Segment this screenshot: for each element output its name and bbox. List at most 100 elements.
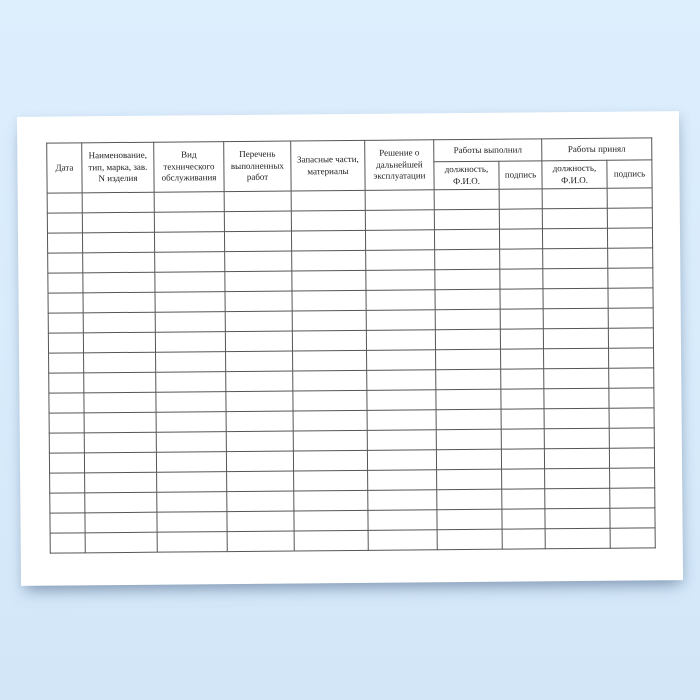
table-cell (544, 428, 610, 449)
table-cell (501, 428, 545, 450)
table-cell (434, 189, 500, 210)
table-cell (367, 469, 437, 491)
table-cell (293, 450, 368, 471)
table-cell (82, 232, 155, 253)
table-cell (154, 211, 225, 233)
table-cell (84, 412, 157, 433)
column-header-maintenance-kind: Вид технического обслуживания (153, 141, 225, 193)
table-cell (226, 490, 294, 512)
table-cell (83, 292, 156, 313)
table-cell (367, 409, 437, 431)
table-cell (292, 370, 367, 392)
table-cell (226, 430, 294, 452)
table-cell (225, 311, 293, 332)
table-cell (293, 410, 368, 431)
table-cell (83, 352, 156, 373)
table-cell (225, 331, 293, 352)
table-cell (47, 252, 83, 274)
table-cell (225, 351, 293, 372)
table-cell (85, 532, 158, 553)
table-cell (49, 492, 85, 514)
table-cell (84, 472, 157, 493)
maintenance-log-table: Дата Наименование, тип, марка, зав. N из… (46, 137, 656, 554)
table-cell (609, 427, 655, 449)
table-cell (608, 387, 655, 409)
table-cell (156, 451, 227, 473)
table-cell (84, 512, 158, 533)
table-cell (500, 348, 544, 370)
table-cell (292, 350, 367, 372)
table-cell (542, 268, 608, 289)
table-cell (543, 348, 609, 369)
table-cell (500, 328, 544, 350)
table-cell (224, 251, 292, 272)
table-cell (225, 371, 293, 392)
table-cell (609, 487, 655, 509)
table-cell (434, 289, 501, 310)
table-cell (499, 288, 544, 310)
column-header-decision: Решение о дальнейшей эксплуатации (364, 139, 435, 191)
table-cell (542, 228, 608, 249)
column-header-works-list: Перечень выполненных работ (223, 141, 292, 192)
table-cell (543, 368, 609, 389)
table-cell (83, 372, 156, 393)
table-cell (365, 249, 435, 271)
table-cell (609, 447, 655, 469)
table-cell (226, 470, 294, 492)
table-cell (434, 269, 500, 290)
table-cell (542, 248, 608, 269)
table-cell (227, 530, 295, 552)
table-header: Дата Наименование, тип, марка, зав. N из… (46, 137, 653, 194)
table-cell (226, 450, 294, 472)
table-cell (499, 188, 543, 210)
subheader-performed-position-name: должность, Ф.И.О. (433, 161, 500, 190)
table-cell (500, 308, 544, 330)
table-cell (226, 510, 295, 532)
table-cell (291, 270, 366, 292)
table-cell (609, 407, 655, 429)
table-cell (542, 208, 608, 229)
table-cell (367, 489, 437, 511)
table-cell (542, 288, 609, 309)
paper-sheet: Дата Наименование, тип, марка, зав. N из… (16, 111, 684, 586)
table-cell (291, 230, 366, 252)
table-cell (293, 470, 368, 491)
subheader-accepted-position-name: должность, Ф.И.О. (541, 160, 608, 189)
table-cell (545, 528, 611, 549)
table-cell (365, 189, 435, 211)
table-cell (82, 272, 156, 293)
table-cell (224, 231, 292, 252)
table-cell (366, 309, 436, 331)
table-cell (609, 467, 655, 489)
table-cell (435, 369, 501, 390)
table-cell (367, 449, 437, 471)
table-cell (434, 249, 500, 270)
group-header-works-performed: Работы выполнил (433, 138, 542, 162)
table-cell (82, 212, 155, 233)
table-cell (499, 208, 543, 230)
table-cell (543, 388, 610, 409)
table-cell (47, 212, 83, 234)
table-cell (542, 188, 608, 209)
table-cell (224, 191, 292, 212)
table-cell (83, 312, 156, 333)
table-cell (83, 332, 156, 353)
table-cell (368, 529, 438, 551)
table-cell (155, 331, 226, 353)
table-row (50, 527, 656, 554)
table-cell (154, 191, 225, 213)
table-cell (154, 231, 225, 253)
table-cell (48, 392, 85, 414)
table-cell (48, 372, 84, 394)
table-cell (84, 452, 157, 473)
table-cell (292, 390, 368, 411)
table-cell (156, 471, 227, 493)
table-cell (366, 329, 436, 351)
table-body (47, 187, 656, 554)
table-cell (293, 430, 368, 451)
table-cell (500, 388, 545, 410)
table-cell (291, 210, 366, 232)
table-cell (435, 349, 501, 370)
table-cell (156, 491, 227, 513)
